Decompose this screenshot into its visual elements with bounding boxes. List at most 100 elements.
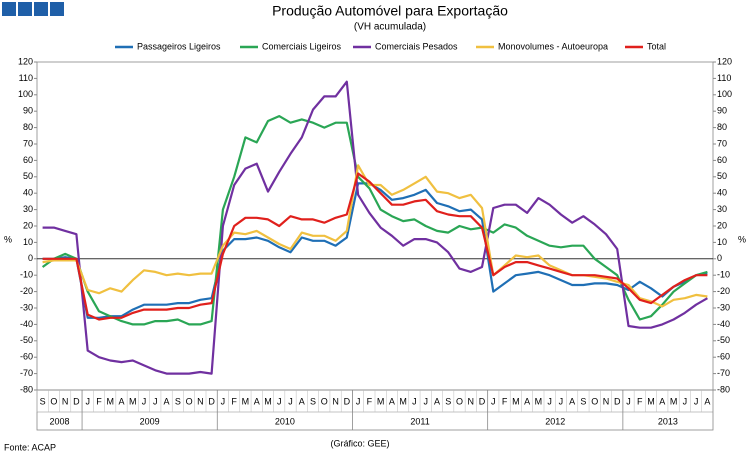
y2-tick-label: 0	[717, 253, 722, 263]
y2-tick-label: 120	[717, 56, 732, 66]
legend-label: Passageiros Ligeiros	[137, 41, 221, 51]
x-tick-label: A	[254, 396, 260, 406]
y2-tick-label: 70	[717, 138, 727, 148]
y-tick-label: 30	[23, 204, 33, 214]
x-tick-label: F	[502, 396, 508, 406]
x-tick-label: O	[456, 396, 463, 406]
y-tick-label: -50	[20, 335, 33, 345]
y2-tick-label: -80	[717, 384, 730, 394]
y2-tick-label: -30	[717, 302, 730, 312]
y-tick-label: -30	[20, 302, 33, 312]
x-tick-label: J	[356, 396, 361, 406]
y-tick-label: 0	[28, 253, 33, 263]
legend-label: Comerciais Ligeiros	[262, 41, 342, 51]
x-tick-label: J	[85, 396, 90, 406]
x-tick-label: M	[512, 396, 520, 406]
y2-tick-label: -10	[717, 270, 730, 280]
y-tick-label: -20	[20, 286, 33, 296]
legend-label: Total	[647, 41, 666, 51]
y2-tick-label: 110	[717, 73, 731, 83]
y-tick-label: 120	[18, 56, 33, 66]
x-tick-label: J	[412, 396, 417, 406]
legend-label: Monovolumes - Autoeuropa	[498, 41, 608, 51]
x-tick-label: J	[142, 396, 147, 406]
x-tick-label: A	[389, 396, 395, 406]
y-tick-label: 20	[23, 220, 33, 230]
logo	[2, 2, 64, 16]
x-tick-label: A	[659, 396, 665, 406]
x-tick-label: D	[208, 396, 215, 406]
x-tick-label: J	[626, 396, 631, 406]
x-tick-label: S	[580, 396, 586, 406]
legend-label: Comerciais Pesados	[375, 41, 458, 51]
x-tick-label: A	[118, 396, 124, 406]
y2-tick-label: 50	[717, 171, 727, 181]
x-tick-label: A	[524, 396, 530, 406]
y2-tick-label: -20	[717, 286, 730, 296]
x-tick-label: O	[591, 396, 598, 406]
x-tick-label: M	[264, 396, 272, 406]
x-tick-label: D	[344, 396, 351, 406]
x-tick-label: D	[614, 396, 621, 406]
x-tick-label: M	[670, 396, 678, 406]
y2-tick-label: 10	[717, 237, 727, 247]
x-tick-label: A	[569, 396, 575, 406]
x-tick-label: N	[603, 396, 610, 406]
year-label: 2011	[410, 416, 429, 426]
y-tick-label: 90	[23, 106, 33, 116]
x-tick-label: A	[164, 396, 170, 406]
x-tick-label: J	[277, 396, 282, 406]
x-tick-label: J	[683, 396, 688, 406]
x-tick-label: J	[423, 396, 428, 406]
y-tick-label: -10	[20, 270, 33, 280]
x-tick-label: O	[50, 396, 57, 406]
y-tick-label: 10	[23, 237, 33, 247]
series-line	[42, 164, 708, 308]
x-tick-label: D	[73, 396, 80, 406]
x-tick-label: F	[367, 396, 373, 406]
x-tick-label: M	[242, 396, 250, 406]
credit: (Gráfico: GEE)	[330, 438, 389, 448]
x-tick-label: O	[186, 396, 193, 406]
x-tick-label: S	[40, 396, 46, 406]
y2-tick-label: -60	[717, 352, 730, 362]
source: Fonte: ACAP	[4, 442, 56, 452]
y2-tick-label: 60	[717, 155, 727, 165]
x-tick-label: A	[704, 396, 710, 406]
x-tick-label: F	[231, 396, 237, 406]
year-label: 2013	[658, 416, 678, 426]
x-tick-label: N	[197, 396, 204, 406]
x-tick-label: J	[694, 396, 699, 406]
x-tick-label: M	[399, 396, 407, 406]
y2-axis-label: %	[738, 234, 746, 244]
chart-title: Produção Automóvel para Exportação	[272, 3, 508, 19]
y2-tick-label: 90	[717, 106, 727, 116]
y-tick-label: -40	[20, 319, 33, 329]
y-tick-label: 40	[23, 188, 33, 198]
x-tick-label: M	[106, 396, 114, 406]
series-line	[42, 172, 708, 321]
x-tick-label: J	[491, 396, 496, 406]
series-line	[41, 114, 708, 326]
x-tick-label: N	[62, 396, 69, 406]
y-tick-label: -80	[20, 384, 33, 394]
x-tick-label: A	[299, 396, 305, 406]
y-tick-label: 60	[23, 155, 33, 165]
x-tick-label: M	[377, 396, 385, 406]
y-tick-label: 80	[23, 122, 33, 132]
y2-tick-label: 100	[717, 89, 732, 99]
year-label: 2012	[545, 416, 565, 426]
x-tick-label: N	[468, 396, 475, 406]
chart-subtitle: (VH acumulada)	[354, 22, 426, 33]
y-tick-label: 100	[18, 89, 33, 99]
y2-tick-label: 40	[717, 188, 727, 198]
x-tick-label: M	[535, 396, 543, 406]
x-tick-label: M	[647, 396, 655, 406]
x-tick-label: F	[96, 396, 102, 406]
y-axis-label: %	[4, 234, 12, 244]
x-tick-label: D	[479, 396, 486, 406]
series-line	[42, 80, 708, 375]
x-tick-label: J	[547, 396, 552, 406]
